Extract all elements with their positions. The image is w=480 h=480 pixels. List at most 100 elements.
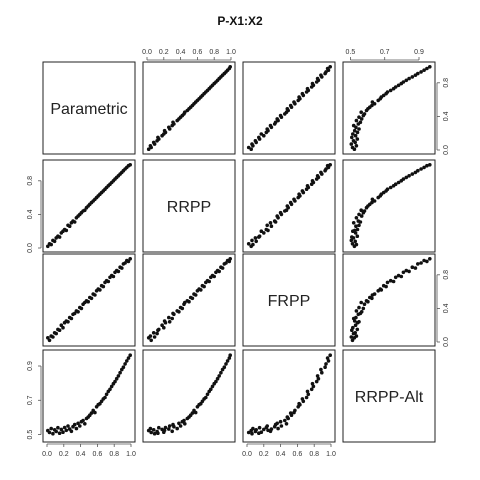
point-rrpp-alt-vs-rrpp-42 <box>217 374 221 378</box>
point-rrpp-alt-vs-parametric-47 <box>125 359 129 363</box>
point-rrpp-alt-vs-parametric-3 <box>51 431 55 436</box>
point-rrpp-alt-vs-rrpp-6 <box>157 425 161 430</box>
point-rrpp-alt-vs-parametric-14 <box>69 429 74 434</box>
point-rrpp-alt-vs-parametric-6 <box>56 425 60 430</box>
point-rrpp-vs-frpp-42 <box>315 174 320 178</box>
point-frpp-vs-rrpp-alt-40 <box>401 270 406 275</box>
point-rrpp-alt-vs-parametric-45 <box>121 365 126 370</box>
point-rrpp-vs-frpp-44 <box>319 170 323 175</box>
point-parametric-vs-frpp-20 <box>278 113 283 118</box>
panel-rrpp-alt-rrpp <box>142 349 236 443</box>
point-parametric-vs-frpp-12 <box>265 127 270 131</box>
x-tick-label-bottom-parametric-0: 0.0 <box>42 451 52 458</box>
point-rrpp-alt-vs-rrpp-43 <box>219 370 223 375</box>
point-rrpp-alt-vs-frpp-31 <box>297 401 301 406</box>
point-rrpp-vs-rrpp-alt-37 <box>393 182 398 186</box>
point-rrpp-alt-vs-rrpp-1 <box>149 430 153 435</box>
point-frpp-vs-parametric-42 <box>116 269 121 274</box>
point-rrpp-alt-vs-rrpp-21 <box>182 418 186 423</box>
point-rrpp-alt-vs-parametric-37 <box>108 387 112 392</box>
point-rrpp-vs-rrpp-alt-43 <box>410 172 415 176</box>
point-rrpp-alt-vs-frpp-46 <box>324 362 328 366</box>
point-parametric-vs-rrpp-alt-3 <box>349 142 354 146</box>
point-frpp-vs-rrpp-alt-45 <box>416 262 420 266</box>
point-frpp-vs-rrpp-31 <box>199 288 203 292</box>
point-rrpp-vs-rrpp-alt-19 <box>357 212 361 217</box>
point-rrpp-alt-vs-rrpp-48 <box>227 356 232 360</box>
point-parametric-vs-frpp-42 <box>315 76 320 81</box>
point-rrpp-alt-vs-frpp-49 <box>328 353 333 358</box>
point-rrpp-vs-frpp-4 <box>254 239 258 244</box>
point-rrpp-alt-vs-rrpp-35 <box>205 392 210 397</box>
point-frpp-vs-rrpp-20 <box>180 306 185 311</box>
y-tick-label-right-frpp-0: 0.0 <box>443 337 450 347</box>
x-tick-label-bottom-frpp-5: 1.0 <box>326 451 336 458</box>
point-rrpp-alt-vs-parametric-10 <box>62 425 67 430</box>
point-rrpp-alt-vs-rrpp-41 <box>215 376 220 381</box>
point-frpp-vs-parametric-39 <box>111 274 116 279</box>
x-tick-label-bottom-frpp-2: 0.4 <box>276 451 286 458</box>
point-rrpp-alt-vs-frpp-40 <box>314 379 319 384</box>
point-parametric-vs-rrpp-alt-41 <box>404 78 409 83</box>
point-rrpp-alt-vs-rrpp-37 <box>209 387 213 392</box>
point-parametric-vs-rrpp-alt-7 <box>350 135 354 140</box>
diagonal-label-frpp: FRPP <box>268 293 311 310</box>
point-rrpp-alt-vs-parametric-34 <box>103 395 107 400</box>
point-rrpp-vs-rrpp-alt-11 <box>352 228 357 233</box>
y-tick-label-right-parametric-0: 0.0 <box>443 145 450 155</box>
point-rrpp-vs-rrpp-alt-21 <box>362 209 367 213</box>
point-parametric-vs-rrpp-alt-21 <box>362 112 367 116</box>
point-rrpp-vs-rrpp-alt-35 <box>388 185 393 190</box>
point-frpp-vs-rrpp-alt-3 <box>349 335 354 339</box>
point-parametric-vs-rrpp-alt-17 <box>354 118 359 123</box>
point-frpp-vs-parametric-33 <box>101 284 106 289</box>
point-frpp-vs-rrpp-16 <box>171 311 175 316</box>
point-parametric-vs-rrpp-alt-19 <box>357 115 361 119</box>
point-parametric-vs-rrpp-alt-10 <box>355 130 360 135</box>
x-tick-label-top-rrpp-alt-0: 0.5 <box>346 49 356 56</box>
point-frpp-vs-parametric-48 <box>126 259 131 264</box>
point-frpp-vs-rrpp-42 <box>217 269 221 274</box>
point-rrpp-vs-rrpp-alt-28 <box>370 197 375 202</box>
point-parametric-vs-rrpp-alt-46 <box>419 70 423 74</box>
point-rrpp-vs-parametric-7 <box>57 235 62 239</box>
point-rrpp-alt-vs-parametric-7 <box>57 431 62 436</box>
point-rrpp-alt-vs-frpp-1 <box>246 430 251 435</box>
point-frpp-vs-rrpp-alt-47 <box>422 258 426 263</box>
x-tick-label-top-rrpp-5: 1.0 <box>226 49 236 56</box>
point-frpp-vs-rrpp-alt-1 <box>350 338 355 343</box>
point-frpp-vs-rrpp-alt-24 <box>366 299 370 304</box>
x-tick-label-top-rrpp-alt-1: 0.7 <box>380 49 390 56</box>
point-frpp-vs-rrpp-alt-19 <box>357 305 361 310</box>
x-tick-label-bottom-frpp-0: 0.0 <box>242 451 252 458</box>
point-parametric-vs-rrpp-alt-9 <box>351 132 355 136</box>
point-parametric-vs-rrpp-16 <box>171 120 175 125</box>
point-rrpp-alt-vs-parametric-19 <box>78 424 82 428</box>
point-frpp-vs-parametric-1 <box>47 338 52 343</box>
point-frpp-vs-rrpp-26 <box>190 296 195 301</box>
point-rrpp-alt-vs-parametric-8 <box>59 427 64 432</box>
point-rrpp-alt-vs-frpp-43 <box>320 370 324 375</box>
point-rrpp-alt-vs-parametric-21 <box>81 418 85 423</box>
point-rrpp-vs-parametric-13 <box>67 224 72 228</box>
y-tick-label-left-rrpp-1: 0.4 <box>27 209 34 219</box>
y-tick-label-left-rrpp-alt-0: 0.5 <box>27 430 34 440</box>
point-rrpp-alt-vs-frpp-35 <box>306 392 311 397</box>
point-rrpp-alt-vs-parametric-16 <box>72 422 77 427</box>
point-frpp-vs-rrpp-28 <box>193 293 198 297</box>
y-tick-label-left-rrpp-alt-1: 0.7 <box>27 395 34 405</box>
point-parametric-vs-rrpp-alt-49 <box>428 65 432 69</box>
point-rrpp-vs-rrpp-alt-6 <box>355 234 360 238</box>
point-rrpp-vs-rrpp-alt-16 <box>358 220 363 224</box>
point-frpp-vs-rrpp-36 <box>207 279 211 284</box>
point-frpp-vs-rrpp-alt-33 <box>384 284 388 289</box>
point-rrpp-alt-vs-parametric-35 <box>104 392 109 397</box>
point-parametric-vs-frpp-48 <box>325 66 330 71</box>
y-tick-label-right-frpp-1: 0.4 <box>443 303 450 313</box>
point-frpp-vs-rrpp-44 <box>220 266 225 270</box>
point-frpp-vs-rrpp-39 <box>212 274 216 279</box>
point-frpp-vs-rrpp-alt-12 <box>357 320 361 324</box>
point-frpp-vs-rrpp-alt-6 <box>355 327 360 332</box>
point-parametric-vs-rrpp-alt-26 <box>370 103 374 108</box>
